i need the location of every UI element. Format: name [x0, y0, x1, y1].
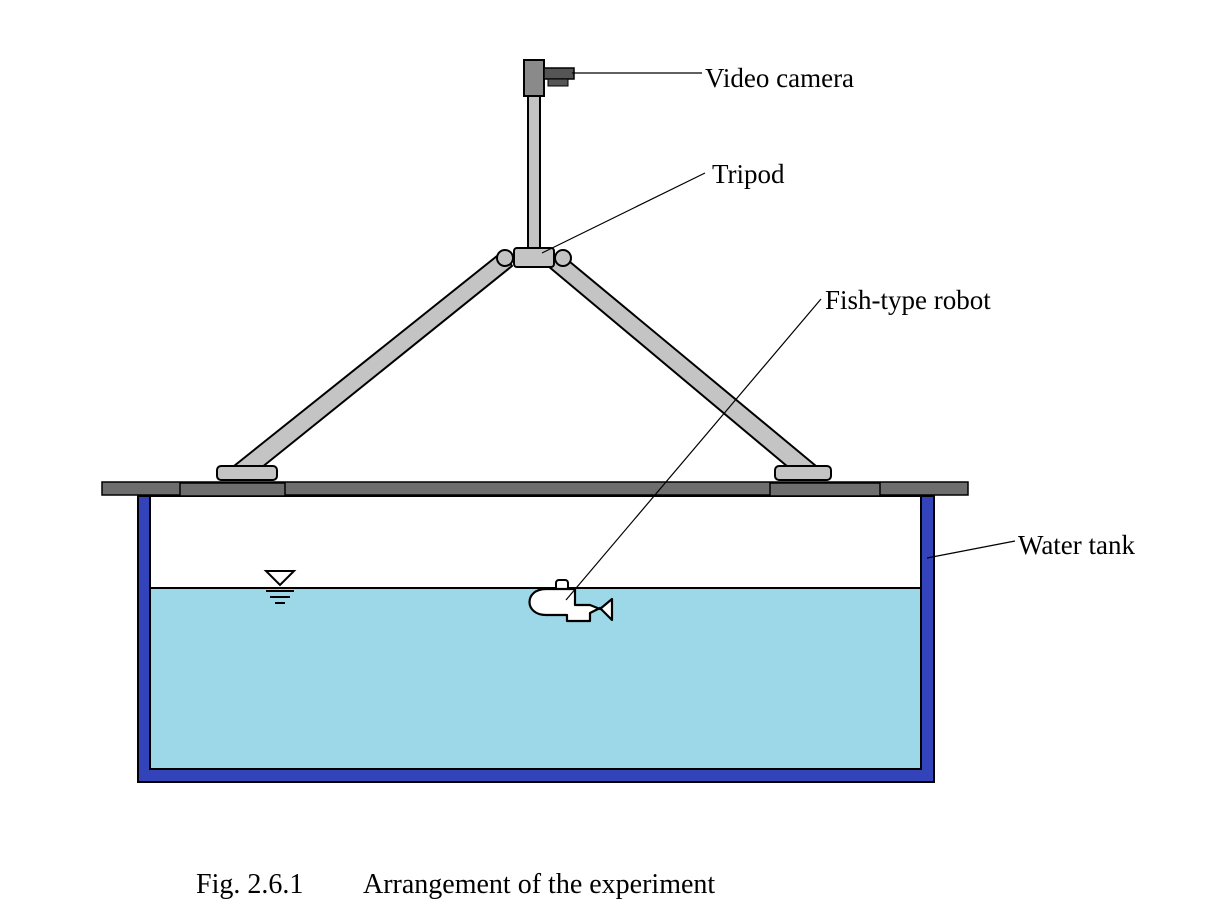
tripod-leg-left — [233, 251, 513, 473]
tripod-joint-right — [554, 249, 572, 267]
tripod-foot-left — [216, 465, 278, 481]
fish-robot — [528, 579, 614, 623]
label-water-tank: Water tank — [1018, 530, 1136, 560]
support-boards — [101, 481, 969, 497]
leader-water-tank — [926, 540, 1016, 559]
board-left — [179, 482, 286, 497]
board-right — [769, 482, 881, 497]
tripod — [216, 95, 832, 481]
fish-robot-body — [528, 587, 614, 623]
tripod-head — [513, 247, 555, 268]
label-tripod: Tripod — [712, 159, 785, 189]
leader-fish-robot — [565, 298, 822, 601]
camera-body — [523, 59, 545, 97]
camera-lens — [543, 67, 575, 80]
tripod-joint-left — [496, 249, 514, 267]
label-video-camera: Video camera — [705, 63, 854, 93]
tank-air-space — [150, 496, 921, 588]
support-board — [101, 481, 969, 496]
tank-inner-outline — [149, 495, 922, 770]
leader-tripod — [541, 172, 706, 254]
water-level-symbol — [263, 570, 297, 604]
tripod-leg-right — [547, 251, 817, 473]
tripod-foot-right — [774, 465, 832, 481]
caption-text: Arrangement of the experiment — [363, 869, 715, 900]
camera-mount — [547, 78, 569, 87]
tank-water — [150, 588, 921, 769]
caption-number: Fig. 2.6.1 — [196, 869, 303, 900]
label-fish-robot: Fish-type robot — [825, 285, 991, 315]
water-tank — [137, 495, 935, 783]
video-camera — [523, 59, 575, 97]
leader-lines — [541, 72, 1016, 601]
tripod-pole — [527, 95, 541, 251]
